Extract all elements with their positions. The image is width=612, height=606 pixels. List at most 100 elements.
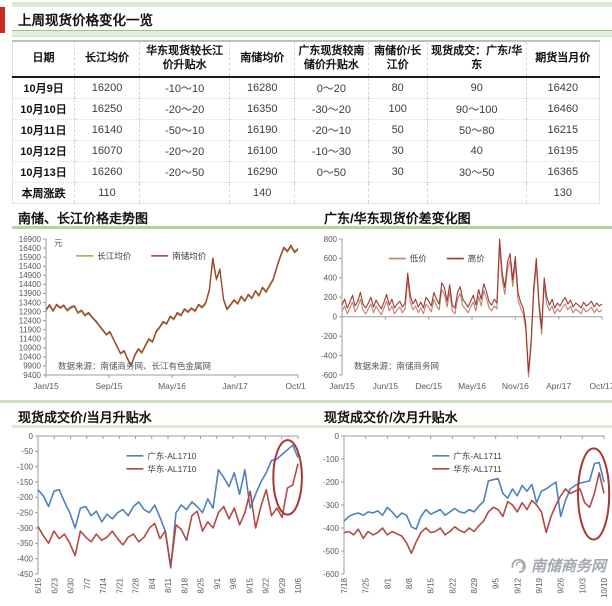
table-cell: 30～50 [427, 161, 527, 183]
price-table: 日期 长江均价 华东现货较长江价升贴水 南储均价 广东现货较南储价升贴水 南储价/长江价现… [12, 40, 600, 204]
table-cell: 16250 [74, 98, 140, 120]
svg-text:6/23: 6/23 [50, 577, 59, 593]
table-row: 10月10日 16250 -20～20 16350 -30～20 100 90～100 164… [12, 98, 600, 120]
series-华东-AL1710 [37, 463, 299, 568]
page-title: 上周现货价格变化一览 [18, 13, 153, 28]
title-underline [12, 30, 612, 37]
svg-text:-600: -600 [323, 570, 340, 579]
svg-text:9/5: 9/5 [492, 577, 501, 589]
svg-text:广东-AL1710: 广东-AL1710 [147, 451, 196, 461]
svg-text:7/25: 7/25 [362, 577, 371, 593]
watermark-text: 南储商务网 [530, 558, 606, 575]
svg-text:Jun/15: Jun/15 [373, 381, 399, 391]
table-cell: 16260 [74, 161, 140, 183]
table-cell: 50～80 [427, 119, 527, 141]
svg-text:15400: 15400 [19, 262, 42, 271]
svg-text:高价: 高价 [468, 254, 486, 264]
table-cell: 本周涨跌 [12, 182, 76, 204]
header-row: 日期 长江均价 华东现货较长江价升贴水 南储均价 广东现货较南储价升贴水 南储价/长江价现… [12, 40, 600, 78]
column-header-6: 现货成交：广东/华东 [427, 40, 527, 78]
weekly-change-row: 本周涨跌 110 140 130 [12, 182, 600, 204]
table-cell: 10月11日 [12, 119, 76, 141]
table-cell: 16070 [74, 140, 140, 162]
legend: 广东-AL1710 华东-AL1710 [126, 451, 197, 474]
series-广东-AL1711 [343, 461, 605, 530]
table-cell: 140 [229, 182, 296, 204]
table-cell: 16350 [229, 98, 296, 120]
series-南储均价 [45, 244, 299, 366]
table-cell: -20～20 [139, 98, 231, 120]
table-row: 10月12日 16070 -20～20 16100 -10～30 30 40 16195 [12, 140, 600, 162]
svg-text:0: 0 [29, 432, 34, 441]
axes: 0 -50 -100 -150 -200 -250 -300 -350 -400 -4506/16… [17, 432, 303, 594]
svg-text:Apr/17: Apr/17 [546, 381, 571, 391]
svg-text:-200: -200 [323, 478, 340, 487]
legend: 广东-AL1711 华东-AL1711 [432, 451, 502, 474]
svg-text:华东-AL1711: 华东-AL1711 [453, 464, 502, 474]
svg-text:-600: -600 [321, 371, 338, 380]
svg-text:0: 0 [333, 313, 338, 322]
svg-text:9/1: 9/1 [213, 577, 222, 589]
next-month-premium-chart: 0 -100 -200 -300 -400 -500 -600 7/18 7/25 8/1 8/8 8… [306, 430, 612, 606]
table-cell: 16420 [547, 82, 579, 94]
column-header-1: 长江均价 [74, 40, 140, 78]
current-month-premium-chart: 0 -50 -100 -150 -200 -250 -300 -350 -400 -450 6/16… [0, 430, 306, 606]
svg-text:13400: 13400 [19, 298, 42, 307]
table-cell: -10～30 [294, 140, 369, 162]
table-cell: 10月9日 [12, 77, 76, 99]
column-header-0: 日期 [12, 40, 76, 78]
svg-text:14900: 14900 [19, 271, 42, 280]
table-row: 10月11日 16140 -50～10 16190 -20～10 50 50～80 16215 [12, 119, 600, 141]
table-cell: 16460 [526, 98, 600, 120]
svg-text:600: 600 [324, 254, 338, 263]
axes: 1690016400159001540014900144001390013400… [19, 235, 311, 391]
table-cell: 16280 [229, 77, 296, 99]
table-cell: 90 [427, 77, 527, 99]
svg-text:-400: -400 [17, 554, 34, 563]
highlight-ellipse [272, 439, 303, 516]
svg-text:低价: 低价 [410, 254, 428, 264]
mid-divider [0, 400, 612, 403]
svg-text:-200: -200 [17, 493, 34, 502]
svg-text:9/15: 9/15 [245, 577, 254, 593]
svg-text:11400: 11400 [19, 335, 41, 344]
table-cell: 16140 [74, 119, 140, 141]
table-cell: 90～100 [427, 98, 527, 120]
table-cell [294, 182, 369, 204]
svg-text:0: 0 [335, 432, 340, 441]
svg-text:Sep/15: Sep/15 [96, 381, 123, 391]
table-cell: 0～50 [294, 161, 369, 183]
svg-text:8/4: 8/4 [148, 577, 157, 589]
svg-text:800: 800 [324, 235, 338, 244]
svg-text:9/12: 9/12 [513, 577, 522, 593]
svg-text:May/16: May/16 [458, 381, 486, 391]
svg-text:华东-AL1710: 华东-AL1710 [147, 464, 196, 474]
svg-text:9/8: 9/8 [229, 577, 238, 589]
svg-text:7/21: 7/21 [115, 577, 124, 593]
table-cell: -50～10 [139, 119, 231, 141]
table-cell: 30 [368, 140, 428, 162]
table-cell: -20～50 [139, 161, 231, 183]
svg-text:13900: 13900 [19, 289, 42, 298]
chart-title-next-month-premium: 现货成交价/次月升贴水 [324, 410, 458, 425]
premium-section-titles: 现货成交价/当月升贴水 现货成交价/次月升贴水 [0, 407, 612, 425]
table-cell [368, 182, 428, 204]
svg-text:7/14: 7/14 [99, 577, 108, 593]
table-cell: 10月13日 [12, 161, 76, 183]
table-cell: 16195 [526, 140, 600, 162]
svg-text:9/19: 9/19 [535, 577, 544, 593]
svg-text:8/29: 8/29 [470, 577, 479, 593]
spread-chart-guangdong-huadong: 800 600 400 200 0 -200 -400 -600 Jan/15 Jun/15 Dec… [306, 231, 612, 398]
svg-text:9/22: 9/22 [262, 577, 271, 593]
svg-text:10/3: 10/3 [578, 577, 587, 593]
svg-text:-400: -400 [321, 351, 338, 360]
table-cell [427, 182, 527, 204]
chart-canvas-2: 0 -50 -100 -150 -200 -250 -300 -350 -400 -4506/16… [17, 432, 303, 594]
svg-text:-150: -150 [17, 478, 34, 487]
svg-text:-450: -450 [17, 570, 34, 579]
trend-charts-row: 16900 16400 15900 15400 14900 14400 13900 13400… [0, 231, 612, 398]
svg-text:15900: 15900 [19, 253, 42, 262]
